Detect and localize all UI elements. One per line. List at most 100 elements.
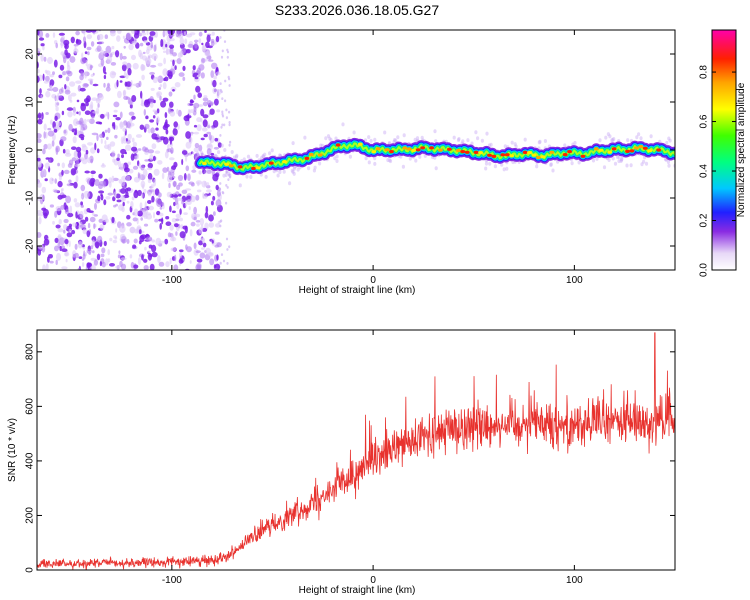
noise-blob xyxy=(147,178,152,184)
noise-blob xyxy=(141,74,145,81)
noise-blob xyxy=(104,140,107,145)
noise-blob xyxy=(158,218,164,222)
noise-blob xyxy=(168,136,175,142)
noise-blob xyxy=(177,109,182,117)
noise-blob xyxy=(174,82,181,88)
noise-blob xyxy=(90,170,96,175)
noise-blob xyxy=(181,158,184,166)
noise-blob xyxy=(55,224,61,229)
noise-blob xyxy=(169,169,175,173)
noise-blob xyxy=(53,128,58,133)
ridge-haze xyxy=(485,131,489,136)
noise-blob xyxy=(139,124,145,130)
noise-blob xyxy=(46,143,52,150)
noise-blob xyxy=(49,79,55,87)
ridge-peak xyxy=(522,150,528,154)
ridge-haze xyxy=(595,156,599,161)
noise-blob xyxy=(145,115,149,120)
noise-blob xyxy=(64,238,69,245)
noise-blob xyxy=(120,188,127,194)
noise-blob xyxy=(204,30,207,33)
noise-blob xyxy=(106,56,113,64)
noise-blob xyxy=(109,237,113,242)
noise-blob xyxy=(109,263,115,267)
noise-blob xyxy=(70,92,77,97)
noise-blob xyxy=(61,169,64,176)
noise-blob xyxy=(206,169,212,174)
ridge-haze xyxy=(493,164,497,169)
noise-blob xyxy=(195,85,201,93)
ridge-haze xyxy=(200,151,204,156)
ridge-peak xyxy=(638,145,644,149)
noise-blob xyxy=(210,70,214,78)
noise-blob xyxy=(150,87,155,91)
noise-blob xyxy=(99,133,104,138)
noise-blob xyxy=(166,166,170,172)
noise-blob xyxy=(125,73,129,79)
noise-blob xyxy=(143,265,149,270)
noise-blob xyxy=(143,258,148,263)
noise-blob xyxy=(100,58,105,67)
noise-blob xyxy=(41,245,46,253)
ridge-peak xyxy=(282,160,287,164)
noise-blob xyxy=(153,99,156,104)
noise-blob xyxy=(91,115,95,119)
noise-blob xyxy=(140,217,143,221)
noise-blob xyxy=(203,133,208,138)
noise-blob xyxy=(130,79,133,88)
noise-blob xyxy=(62,56,67,64)
noise-blob xyxy=(210,152,215,156)
ridge-haze xyxy=(291,141,295,146)
noise-blob xyxy=(55,259,58,265)
noise-blob xyxy=(147,162,153,169)
ridge-haze xyxy=(296,167,300,172)
noise-blob xyxy=(221,110,224,114)
noise-blob xyxy=(61,248,68,252)
noise-blob xyxy=(131,54,136,61)
noise-blob xyxy=(77,267,81,270)
noise-blob xyxy=(197,92,202,98)
noise-blob xyxy=(120,180,126,186)
noise-blob xyxy=(81,158,88,165)
noise-blob xyxy=(40,53,44,62)
noise-blob xyxy=(131,40,137,45)
noise-blob xyxy=(204,212,209,219)
noise-blob xyxy=(145,236,153,242)
ridge-haze xyxy=(611,156,615,161)
noise-blob xyxy=(73,44,79,47)
noise-blob xyxy=(96,253,101,261)
snr-x-tick-label: -100 xyxy=(162,575,182,586)
noise-blob xyxy=(87,51,90,56)
ridge-haze xyxy=(604,135,608,140)
noise-blob xyxy=(193,206,198,215)
noise-blob xyxy=(144,246,147,251)
noise-blob xyxy=(227,63,230,67)
noise-blob xyxy=(169,257,172,265)
ridge-peak xyxy=(251,166,256,171)
noise-blob xyxy=(97,235,103,243)
noise-blob xyxy=(127,161,132,166)
noise-blob xyxy=(37,157,41,162)
noise-blob xyxy=(185,131,192,139)
noise-blob xyxy=(196,67,202,75)
noise-blob xyxy=(165,47,169,56)
noise-blob xyxy=(104,34,109,39)
noise-blob xyxy=(190,221,196,227)
noise-blob xyxy=(119,225,126,233)
noise-blob xyxy=(208,222,215,228)
noise-blob xyxy=(39,88,42,95)
noise-blob xyxy=(55,105,59,112)
noise-blob xyxy=(173,264,179,270)
noise-blob xyxy=(113,109,118,113)
noise-blob xyxy=(62,224,68,230)
noise-blob xyxy=(58,74,63,79)
noise-blob xyxy=(74,252,79,259)
noise-blob xyxy=(57,162,60,167)
noise-blob xyxy=(81,143,87,148)
noise-blob xyxy=(125,144,132,151)
noise-blob xyxy=(210,200,214,206)
noise-blob xyxy=(85,101,89,107)
noise-blob xyxy=(179,208,182,215)
noise-blob xyxy=(188,206,191,211)
noise-blob xyxy=(45,90,51,98)
